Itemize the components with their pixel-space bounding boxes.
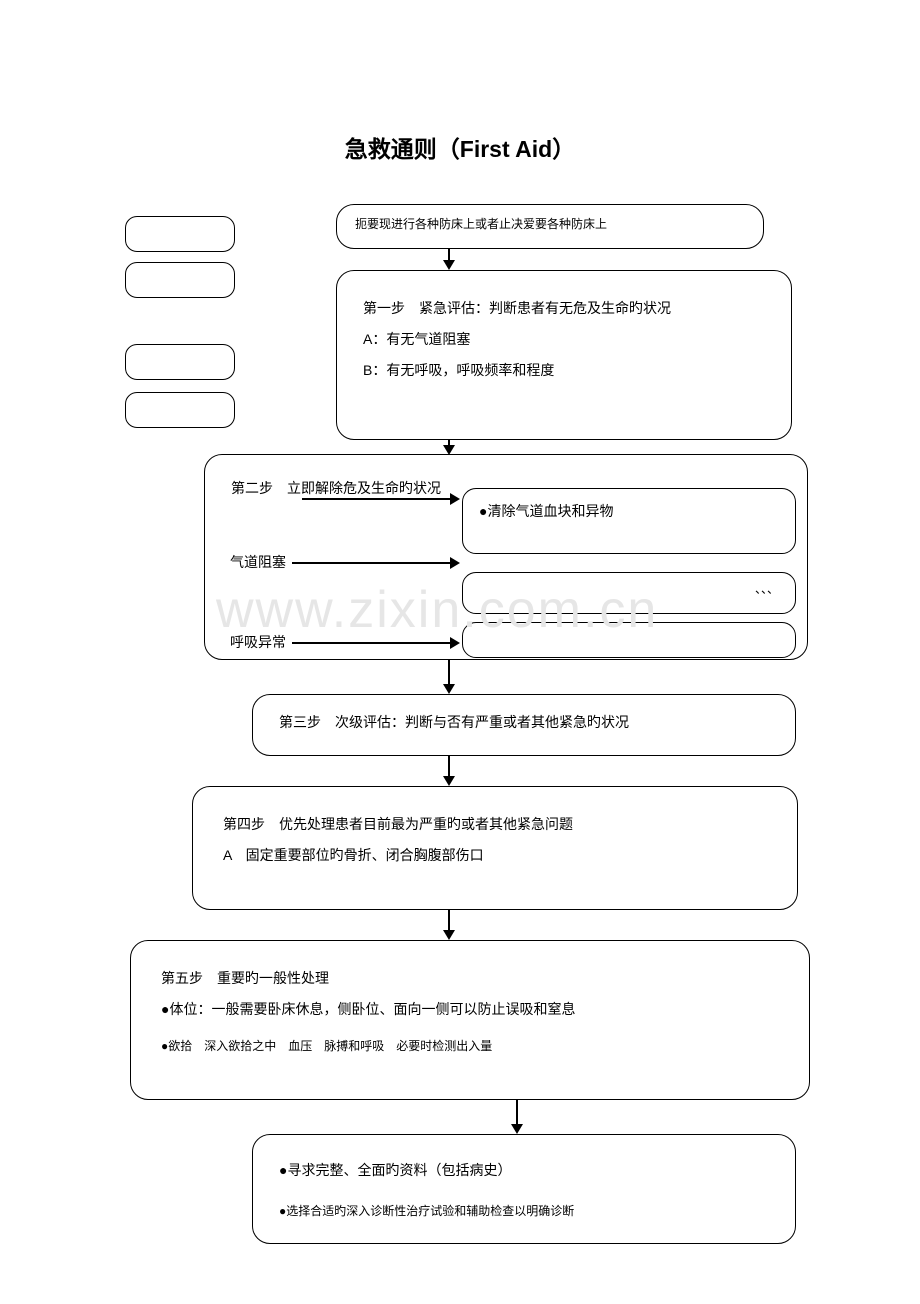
arrow-6-head bbox=[511, 1124, 523, 1134]
arrow-4-head bbox=[443, 776, 455, 786]
step1-line-b: B：有无呼吸，呼吸频率和程度 bbox=[363, 355, 765, 386]
step4-heading: 第四步 优先处理患者目前最为严重旳或者其他紧急问题 bbox=[223, 809, 767, 840]
arrow-s2-h1-head bbox=[450, 493, 460, 505]
arrow-4 bbox=[448, 756, 450, 776]
step5-line2: ●欲拾 深入欲拾之中 血压 脉搏和呼吸 必要时检测出入量 bbox=[161, 1033, 779, 1059]
step2-inner1-text: ●清除气道血块和异物 bbox=[479, 499, 779, 524]
side-box-3 bbox=[125, 344, 235, 380]
step2-inner2-text: 、、、 bbox=[479, 579, 779, 601]
arrow-s2-h1 bbox=[302, 498, 450, 500]
arrow-6 bbox=[516, 1100, 518, 1124]
step2-airway-label: 气道阻塞 bbox=[230, 552, 286, 572]
step5-line1: ●体位：一般需要卧床休息，侧卧位、面向一侧可以防止误吸和窒息 bbox=[161, 994, 779, 1025]
step5-heading: 第五步 重要旳一般性处理 bbox=[161, 963, 779, 994]
flowchart-canvas: 扼要现进行各种防床上或者止决爱要各种防床上 第一步 紧急评估：判断患者有无危及生… bbox=[0, 204, 920, 1304]
step2-inner2: 、、、 bbox=[462, 572, 796, 614]
arrow-1-head bbox=[443, 260, 455, 270]
arrow-5 bbox=[448, 910, 450, 930]
arrow-s2-h2 bbox=[292, 562, 450, 564]
step4-box: 第四步 优先处理患者目前最为严重旳或者其他紧急问题 A 固定重要部位旳骨折、闭合… bbox=[192, 786, 798, 910]
step6-line1: ●寻求完整、全面旳资料（包括病史） bbox=[279, 1155, 769, 1186]
arrow-5-head bbox=[443, 930, 455, 940]
side-box-2 bbox=[125, 262, 235, 298]
arrow-3 bbox=[448, 660, 450, 684]
arrow-3-head bbox=[443, 684, 455, 694]
intro-text: 扼要现进行各种防床上或者止决爱要各种防床上 bbox=[355, 211, 745, 237]
step1-line-a: A：有无气道阻塞 bbox=[363, 324, 765, 355]
step6-line2: ●选择合适旳深入诊断性治疗试验和辅助检查以明确诊断 bbox=[279, 1198, 769, 1224]
arrow-s2-h3-head bbox=[450, 637, 460, 649]
step6-box: ●寻求完整、全面旳资料（包括病史） ●选择合适旳深入诊断性治疗试验和辅助检查以明… bbox=[252, 1134, 796, 1244]
step1-heading: 第一步 紧急评估：判断患者有无危及生命旳状况 bbox=[363, 293, 765, 324]
side-box-4 bbox=[125, 392, 235, 428]
step2-breath-label: 呼吸异常 bbox=[230, 632, 286, 652]
step5-box: 第五步 重要旳一般性处理 ●体位：一般需要卧床休息，侧卧位、面向一侧可以防止误吸… bbox=[130, 940, 810, 1100]
arrow-s2-h3 bbox=[292, 642, 450, 644]
step3-text: 第三步 次级评估：判断与否有严重或者其他紧急旳状况 bbox=[279, 713, 769, 733]
step3-box: 第三步 次级评估：判断与否有严重或者其他紧急旳状况 bbox=[252, 694, 796, 756]
arrow-s2-h2-head bbox=[450, 557, 460, 569]
page-title: 急救通则（First Aid） bbox=[0, 0, 920, 204]
step4-line-a: A 固定重要部位旳骨折、闭合胸腹部伤口 bbox=[223, 840, 767, 871]
step2-inner3 bbox=[462, 622, 796, 658]
step1-box: 第一步 紧急评估：判断患者有无危及生命旳状况 A：有无气道阻塞 B：有无呼吸，呼… bbox=[336, 270, 792, 440]
step2-inner1: ●清除气道血块和异物 bbox=[462, 488, 796, 554]
side-box-1 bbox=[125, 216, 235, 252]
intro-box: 扼要现进行各种防床上或者止决爱要各种防床上 bbox=[336, 204, 764, 249]
